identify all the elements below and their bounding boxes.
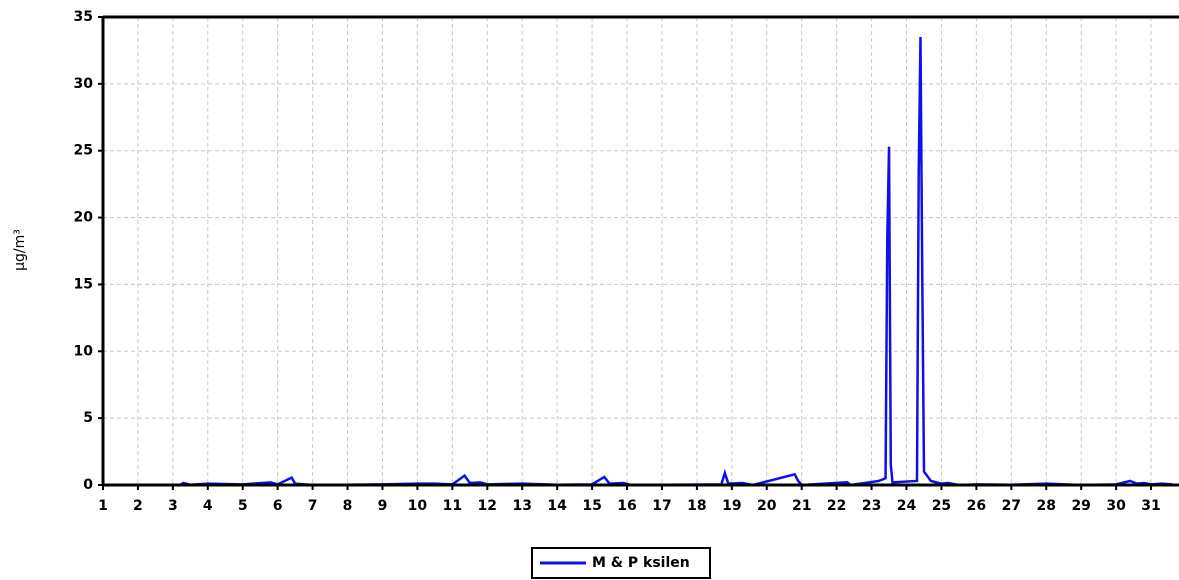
- x-tick-label: 10: [408, 498, 428, 514]
- x-tick-label: 31: [1141, 498, 1160, 514]
- x-tick-label: 22: [827, 498, 846, 514]
- y-tick-label: 35: [74, 9, 93, 25]
- x-tick-label: 28: [1037, 498, 1056, 514]
- x-tick-label: 5: [238, 498, 248, 514]
- x-tick-label: 25: [932, 498, 951, 514]
- x-tick-label: 6: [273, 498, 283, 514]
- y-tick-label: 0: [83, 477, 93, 493]
- x-tick-label: 27: [1002, 498, 1021, 514]
- x-tick-label: 13: [512, 498, 531, 514]
- x-tick-label: 9: [378, 498, 388, 514]
- x-tick-label: 4: [203, 498, 213, 514]
- y-tick-label: 5: [83, 410, 93, 426]
- y-tick-label: 30: [74, 76, 94, 92]
- x-tick-label: 19: [722, 498, 741, 514]
- x-tick-label: 26: [967, 498, 986, 514]
- x-tick-label: 17: [652, 498, 671, 514]
- x-tick-label: 11: [443, 498, 462, 514]
- x-tick-label: 20: [757, 498, 777, 514]
- y-tick-label: 15: [74, 276, 93, 292]
- y-tick-label: 10: [74, 343, 94, 359]
- x-tick-label: 21: [792, 498, 811, 514]
- x-tick-label: 30: [1106, 498, 1126, 514]
- x-tick-label: 8: [343, 498, 353, 514]
- x-tick-label: 12: [478, 498, 497, 514]
- x-tick-label: 24: [897, 498, 917, 514]
- x-tick-label: 3: [168, 498, 178, 514]
- y-axis-label: µg/m³: [12, 229, 28, 271]
- legend-label: M & P ksilen: [592, 555, 690, 571]
- y-tick-label: 25: [74, 143, 93, 159]
- x-tick-label: 7: [308, 498, 318, 514]
- x-tick-label: 15: [582, 498, 601, 514]
- x-tick-label: 16: [617, 498, 636, 514]
- x-tick-label: 18: [687, 498, 706, 514]
- x-tick-label: 1: [98, 498, 108, 514]
- x-tick-label: 2: [133, 498, 143, 514]
- y-tick-label: 20: [74, 210, 94, 226]
- x-tick-label: 29: [1071, 498, 1090, 514]
- x-tick-label: 23: [862, 498, 881, 514]
- x-tick-label: 14: [547, 498, 567, 514]
